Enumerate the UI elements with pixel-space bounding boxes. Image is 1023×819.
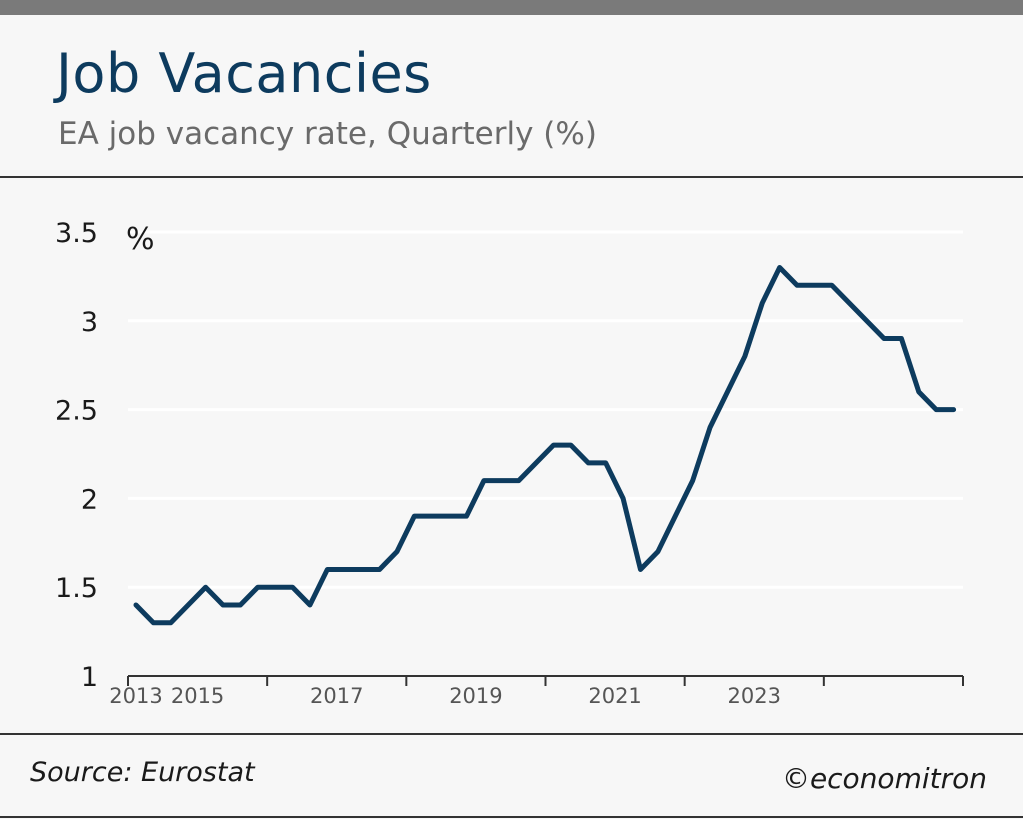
y-unit-label: % (126, 222, 155, 257)
bottom-border (0, 816, 1023, 818)
x-tick-label: 2023 (728, 684, 781, 708)
x-tick-label: 2019 (449, 684, 502, 708)
y-tick-label: 2 (81, 484, 98, 515)
header-divider (0, 176, 1023, 178)
y-tick-label: 2.5 (55, 396, 98, 427)
x-axis (127, 675, 964, 686)
credit-note: ©economitron (781, 762, 987, 795)
y-tick-label: 1.5 (55, 573, 98, 604)
y-tick-label: 3 (81, 307, 98, 338)
x-tick-label: 2015 (171, 684, 224, 708)
footer-divider (0, 733, 1023, 735)
grid-lines (128, 230, 963, 589)
x-tick-label: 2021 (588, 684, 641, 708)
source-note: Source: Eurostat (30, 757, 255, 788)
x-axis-ticks: 2013 2015 2017 2019 2021 2023 (109, 684, 781, 708)
chart-subtitle: EA job vacancy rate, Quarterly (%) (58, 116, 597, 152)
y-tick-label: 1 (81, 662, 98, 693)
x-tick-label: 2013 (109, 684, 162, 708)
y-axis-ticks: 1 1.5 2 2.5 3 3.5 (55, 218, 98, 693)
series-layer (133, 265, 957, 626)
line-chart: 1 1.5 2 2.5 3 3.5 % 2013 2015 2017 2019 2021 2023 (55, 218, 964, 708)
x-tick-label: 2017 (310, 684, 363, 708)
series-line (133, 265, 957, 626)
chart-title: Job Vacancies (56, 42, 432, 105)
top-bar (0, 0, 1023, 15)
y-tick-label: 3.5 (55, 218, 98, 249)
